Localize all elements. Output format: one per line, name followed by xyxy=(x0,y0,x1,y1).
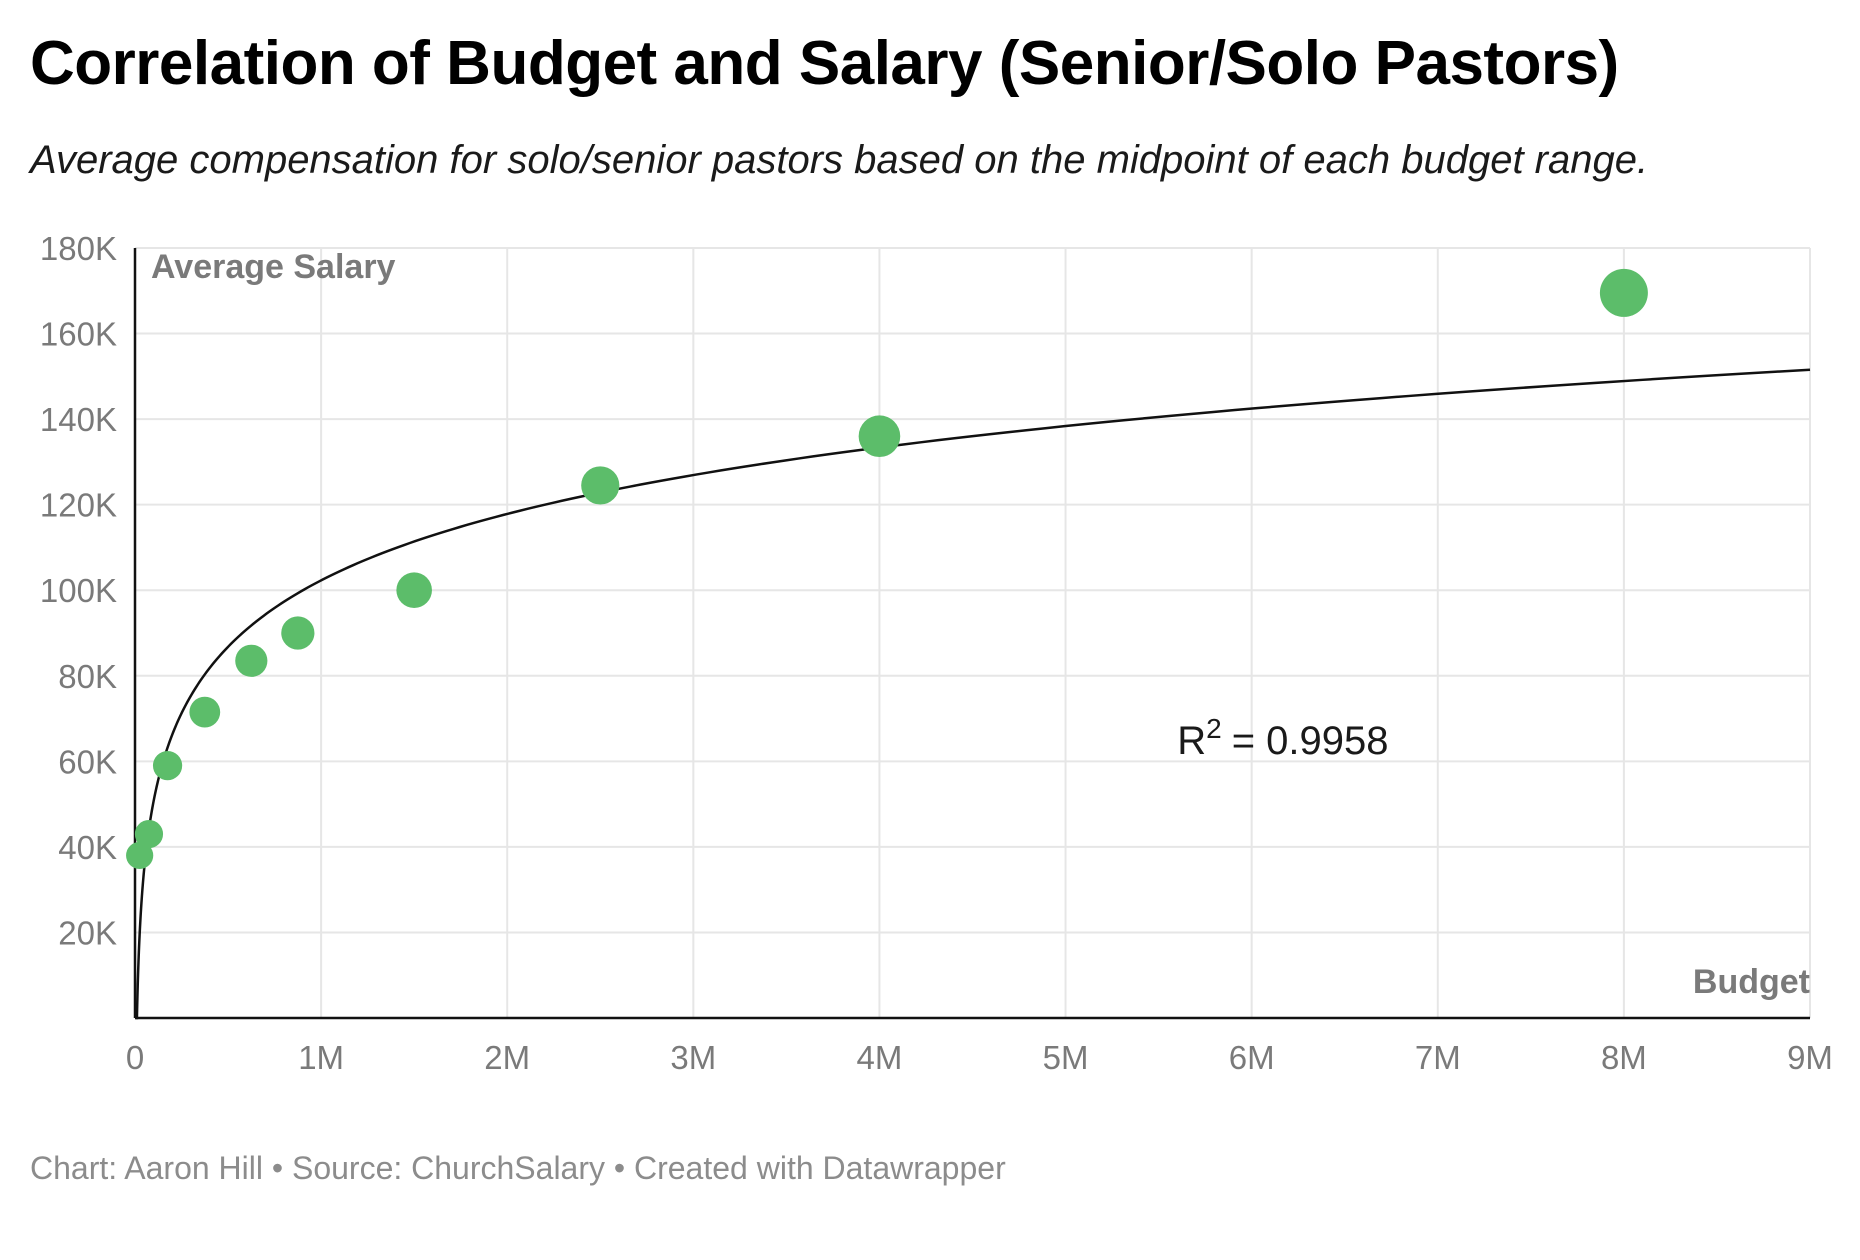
chart-footer: Chart: Aaron Hill • Source: ChurchSalary… xyxy=(30,1150,1006,1186)
x-tick-label: 9M xyxy=(1787,1039,1833,1076)
x-tick-label: 0 xyxy=(126,1039,144,1076)
x-tick-label: 2M xyxy=(484,1039,530,1076)
r-squared-superscript: 2 xyxy=(1206,713,1222,744)
r-squared-value: = 0.9958 xyxy=(1232,719,1389,763)
y-tick-label: 160K xyxy=(40,316,117,353)
tick-labels: 0 1M 2M 3M 4M 5M 6M 7M 8M 9M 20K 40K 60K 80K 100K 120K 1… xyxy=(40,230,1833,1076)
chart-title: Correlation of Budget and Salary (Senior… xyxy=(30,29,1619,98)
x-axis-title: Budget xyxy=(1693,963,1810,1001)
x-tick-label: 8M xyxy=(1601,1039,1647,1076)
y-tick-label: 80K xyxy=(58,658,117,695)
x-tick-label: 4M xyxy=(857,1039,903,1076)
data-point xyxy=(235,644,268,677)
trendline-group xyxy=(135,368,1811,1020)
r-squared-symbol: R xyxy=(1177,719,1206,763)
y-tick-label: 40K xyxy=(58,829,117,866)
data-points xyxy=(126,268,1648,870)
y-tick-label: 120K xyxy=(40,487,117,524)
data-point xyxy=(152,751,183,781)
chart-subtitle: Average compensation for solo/senior pas… xyxy=(30,138,1649,182)
data-point xyxy=(134,819,164,849)
data-point xyxy=(1599,268,1648,317)
y-tick-label: 100K xyxy=(40,572,117,609)
y-tick-label: 140K xyxy=(40,401,117,438)
x-tick-label: 6M xyxy=(1229,1039,1275,1076)
data-point xyxy=(126,841,154,870)
y-tick-label: 180K xyxy=(40,230,117,267)
y-tick-label: 60K xyxy=(58,743,117,780)
data-point xyxy=(581,466,620,505)
x-tick-label: 1M xyxy=(298,1039,344,1076)
x-tick-label: 5M xyxy=(1043,1039,1089,1076)
r-squared-annotation: R2 = 0.9958 xyxy=(1177,713,1388,763)
x-tick-label: 3M xyxy=(670,1039,716,1076)
data-point xyxy=(189,696,221,728)
grid-lines xyxy=(135,247,1811,1018)
y-tick-label: 20K xyxy=(58,914,117,951)
y-axis-title: Average Salary xyxy=(151,248,396,286)
data-point xyxy=(281,616,315,650)
data-point xyxy=(858,415,901,458)
trendline xyxy=(135,368,1811,1020)
data-point xyxy=(396,572,432,609)
x-tick-label: 7M xyxy=(1415,1039,1461,1076)
axes xyxy=(133,248,1810,1020)
